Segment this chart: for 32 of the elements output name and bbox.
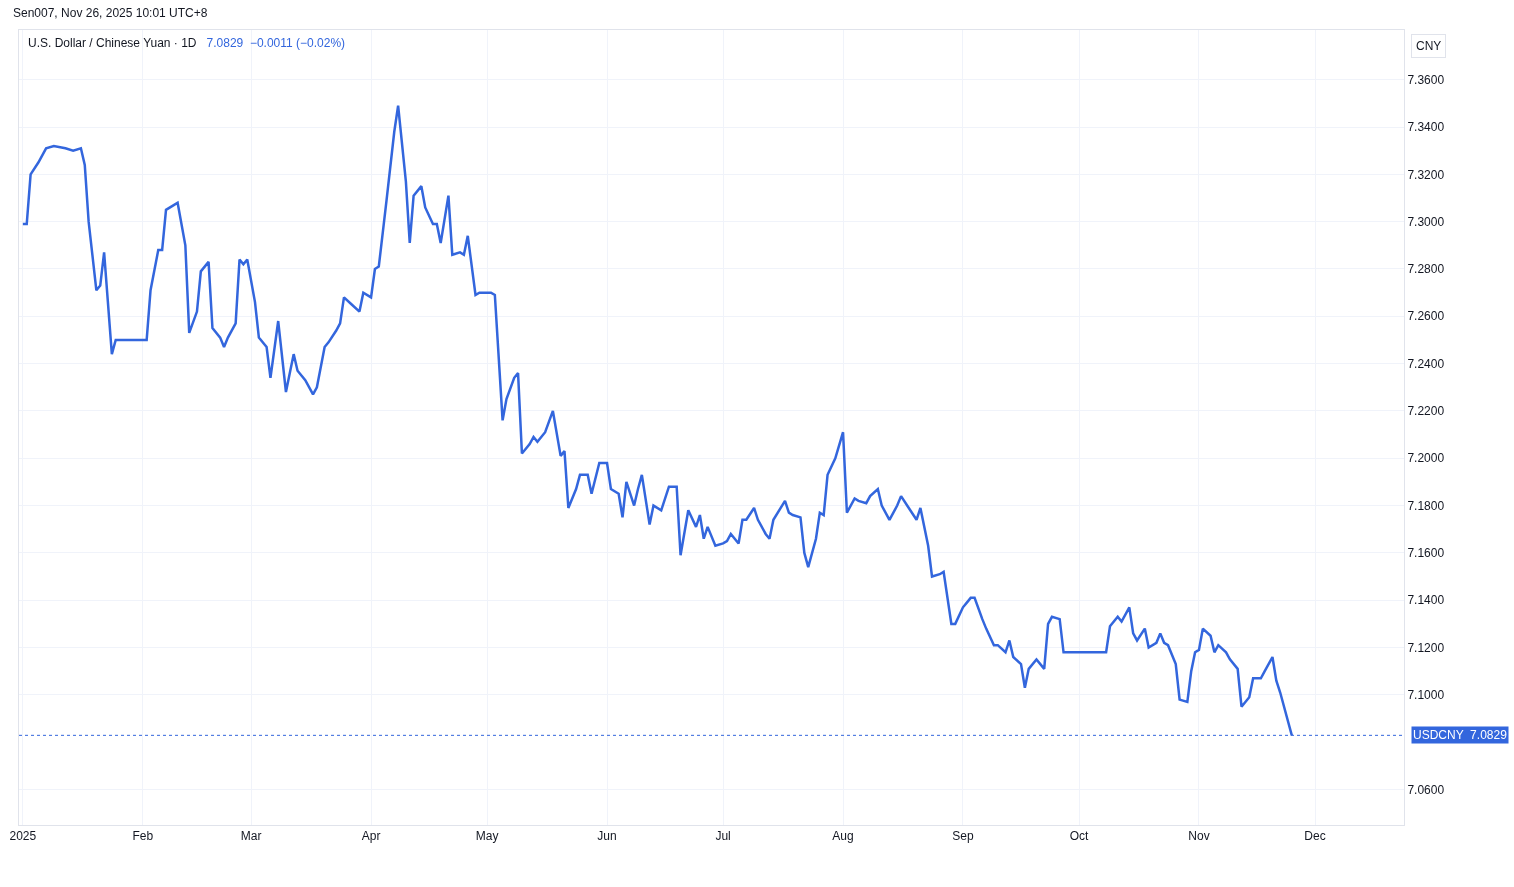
y-tick-label: 7.2000 [1407,451,1445,466]
text: U.S. Dollar / Chinese Yuan · 1D [28,36,197,50]
x-tick-label: Jul [715,829,731,844]
x-tick-label: Dec [1304,829,1326,844]
text: 7.0829 −0.0011 (−0.02%) [206,36,346,50]
y-tick-label: 7.2200 [1407,404,1445,419]
y-tick-label: 7.2800 [1407,262,1445,277]
text: Sen007, Nov 26, 2025 10:01 UTC+8 [13,6,208,20]
y-tick-label: 7.3200 [1407,167,1445,182]
x-tick-label: Aug [832,829,854,844]
y-tick-label: 7.3000 [1407,214,1445,229]
x-tick-label: Mar [240,829,262,844]
y-tick-label: 7.1200 [1407,640,1445,655]
y-tick-label: 7.1600 [1407,546,1445,561]
y-tick-label: 7.0600 [1407,782,1445,797]
y-tick-label: 7.3400 [1407,120,1445,135]
x-tick-label: May [475,829,499,844]
x-tick-label: Apr [361,829,381,844]
y-tick-label: 7.3600 [1407,72,1445,87]
y-tick-label: 7.2400 [1407,356,1445,371]
x-tick-label: Sep [952,829,974,844]
y-tick-label: 7.1400 [1407,593,1445,608]
x-tick-label: Feb [132,829,154,844]
x-tick-label: Oct [1069,829,1090,844]
x-tick-label: Nov [1188,829,1210,844]
x-tick-label: 2025 [9,829,37,844]
text: CNY [1416,39,1442,53]
ref-line-label: USDCNY 7.0829 [1413,728,1508,742]
y-tick-label: 7.2600 [1407,309,1445,324]
x-tick-label: Jun [597,829,617,844]
y-tick-label: 7.1800 [1407,498,1445,513]
y-tick-label: 7.1000 [1407,688,1445,703]
